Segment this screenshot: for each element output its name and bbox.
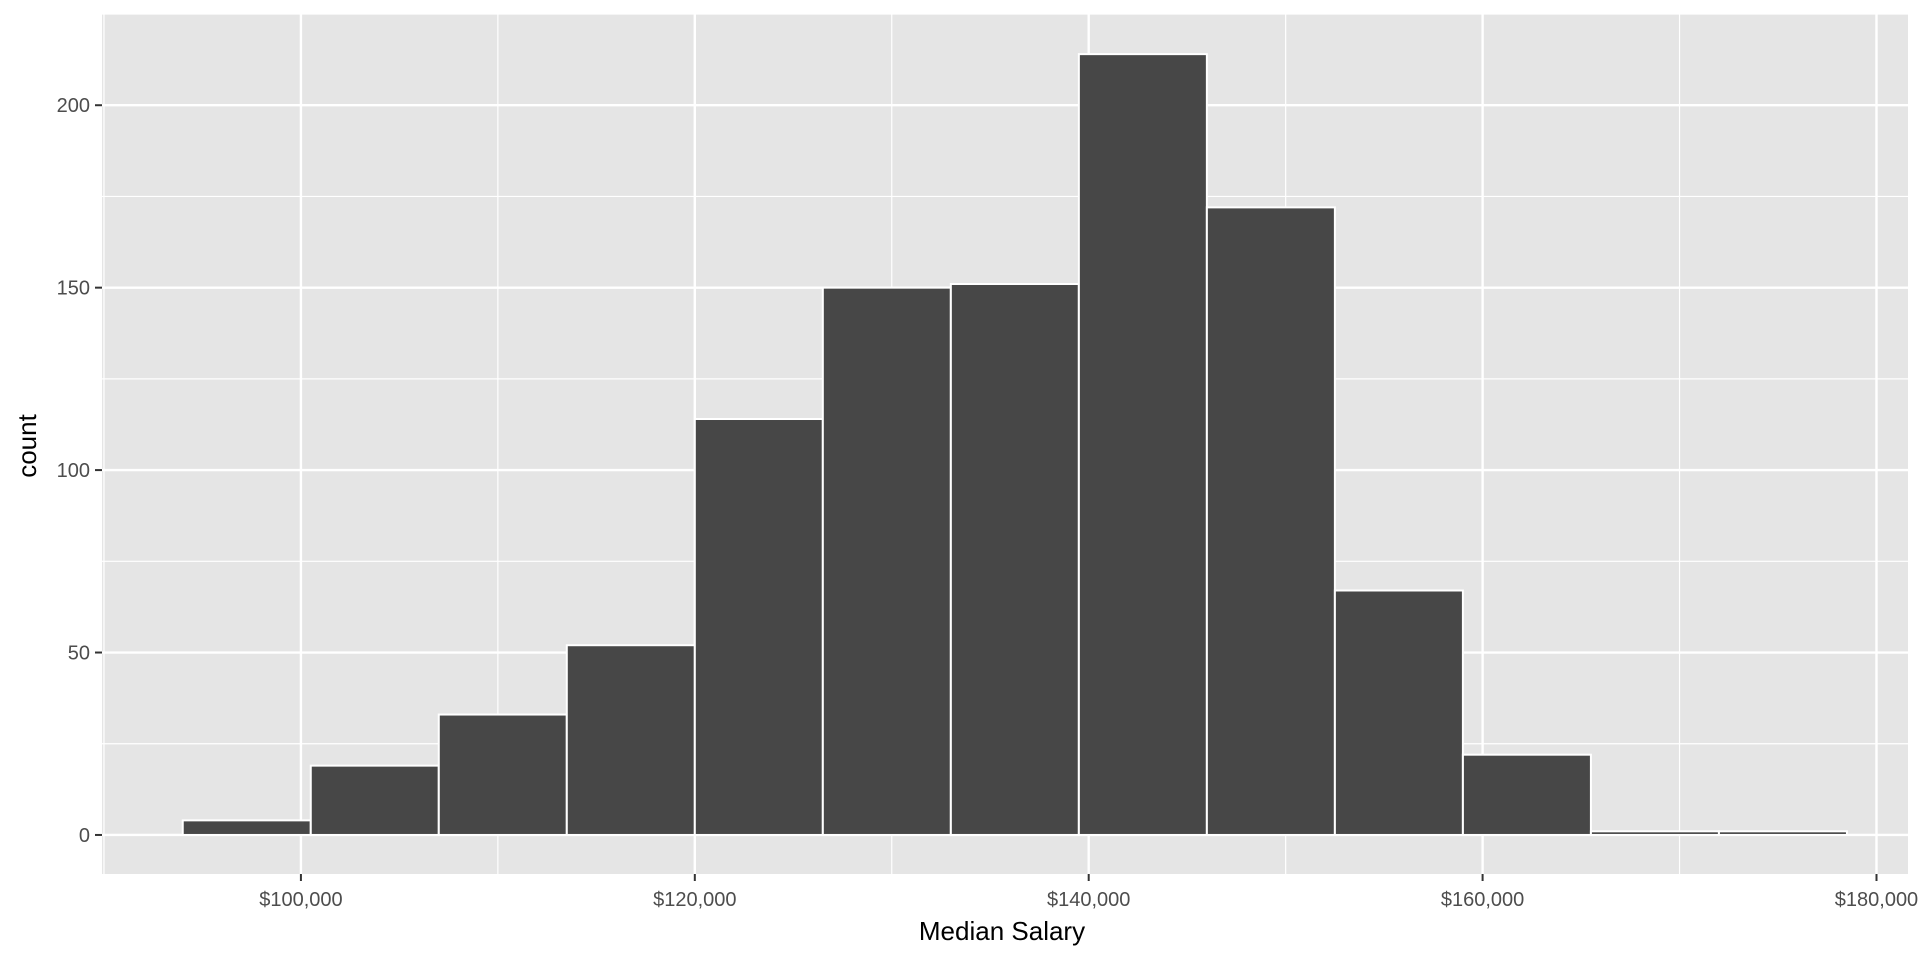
histogram-bar — [309, 764, 440, 836]
y-tick-label: 50 — [68, 643, 90, 665]
y-axis-title: count — [12, 413, 42, 477]
histogram-bar — [1461, 753, 1592, 836]
histogram-bar — [181, 819, 312, 836]
y-tick-label: 100 — [57, 460, 90, 482]
x-tick-label: $100,000 — [259, 889, 342, 911]
histogram-bar — [437, 713, 568, 836]
histogram-bar — [1589, 830, 1720, 836]
x-tick-label: $120,000 — [653, 889, 736, 911]
x-axis: $100,000 $120,000 $140,000 $160,000 $180,000 — [259, 874, 1918, 911]
histogram-bar — [565, 644, 696, 836]
y-tick-label: 200 — [57, 95, 90, 117]
histogram-bar — [821, 286, 952, 836]
histogram-bar — [1333, 589, 1464, 836]
histogram-bar — [693, 418, 824, 836]
histogram-bar — [1077, 53, 1208, 836]
bars — [181, 53, 1848, 836]
x-axis-title: Median Salary — [919, 916, 1085, 946]
histogram-bar — [1717, 830, 1848, 836]
x-tick-label: $180,000 — [1835, 889, 1918, 911]
x-tick-label: $160,000 — [1441, 889, 1524, 911]
y-axis: 0 50 100 150 200 — [57, 95, 102, 847]
y-tick-label: 150 — [57, 278, 90, 300]
histogram-bar — [949, 283, 1080, 836]
x-tick-label: $140,000 — [1047, 889, 1130, 911]
histogram-bar — [1205, 206, 1336, 836]
y-tick-label: 0 — [79, 825, 90, 847]
